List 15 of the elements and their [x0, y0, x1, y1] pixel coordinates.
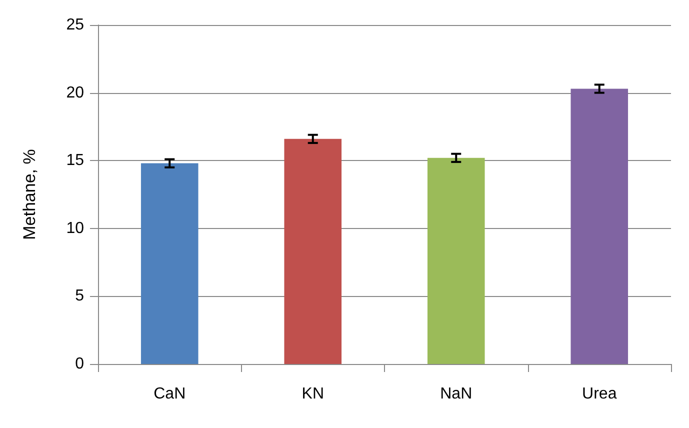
bar: [427, 158, 485, 364]
y-tick-label: 0: [75, 356, 84, 372]
x-tick-label: KN: [302, 386, 324, 402]
y-tick-label: 20: [66, 84, 84, 102]
x-tick-label: Urea: [582, 386, 617, 402]
bar: [570, 88, 628, 364]
y-axis-title: Methane, %: [20, 149, 39, 240]
x-tick-label: NaN: [440, 386, 472, 402]
y-tick-label: 10: [66, 220, 84, 237]
bar: [140, 163, 198, 364]
bar: [284, 138, 342, 364]
y-tick-label: 15: [66, 152, 84, 170]
y-tick-label: 5: [75, 288, 84, 305]
y-tick-label: 25: [66, 16, 84, 34]
x-tick-label: CaN: [154, 386, 186, 402]
